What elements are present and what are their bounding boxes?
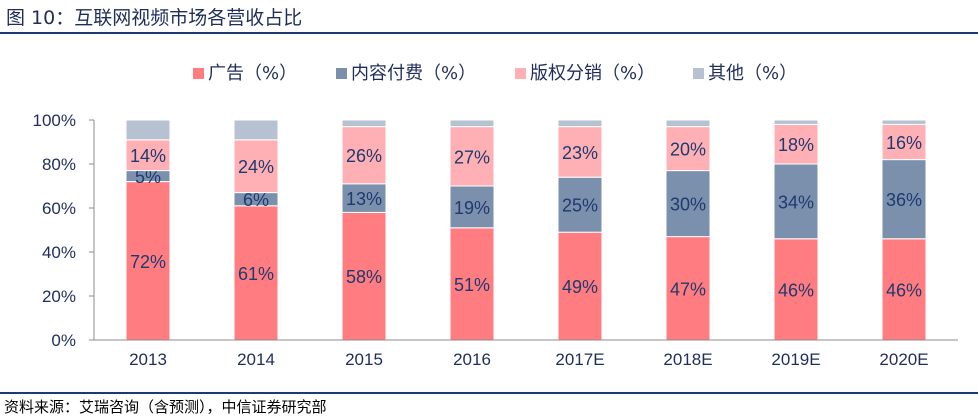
bar-7-series-0	[881, 238, 927, 341]
data-label-0-2: 14%	[130, 146, 166, 166]
bar-6-series-0	[773, 238, 819, 341]
bar-2-series-3	[341, 119, 387, 128]
bar-4-series-0	[557, 231, 603, 341]
x-tick-label-4: 2017E	[555, 350, 604, 369]
legend-label-1: 内容付费（%）	[351, 63, 476, 84]
bar-area: 72% 5%14% 61% 6% 24% 58% 13% 26% 51% 19% 27% 49% 25%…	[125, 119, 927, 341]
data-label-4-0: 49%	[562, 277, 598, 297]
figure-title: 图 10：互联网视频市场各营收占比	[6, 7, 303, 29]
x-tick-label-1: 2014	[237, 350, 275, 369]
data-label-1-0: 61%	[238, 264, 274, 284]
legend-label-3: 其他（%）	[708, 63, 797, 84]
legend-label-2: 版权分销（%）	[530, 63, 655, 84]
y-tick-label-4: 80%	[42, 155, 76, 174]
bar-4-series-2	[557, 126, 603, 178]
bar-5-series-3	[665, 119, 711, 128]
data-label-0-0: 72%	[130, 252, 166, 272]
data-label-1-2: 24%	[238, 157, 274, 177]
y-tick-label-2: 40%	[42, 243, 76, 262]
source-rule	[0, 392, 978, 394]
data-label-6-0: 46%	[778, 280, 814, 300]
y-tick-label-0: 0%	[51, 331, 76, 350]
data-label-5-1: 30%	[670, 195, 706, 215]
x-tick-label-7: 2020E	[879, 350, 928, 369]
x-tick-label-3: 2016	[453, 350, 491, 369]
source-note: 资料来源：艾瑞咨询（含预测），中信证券研究部	[4, 398, 327, 416]
y-tick-label-5: 100%	[33, 111, 76, 130]
bar-4-series-3	[557, 119, 603, 128]
chart-legend: 广告（%） 内容付费（%） 版权分销（%） 其他（%）	[193, 63, 797, 84]
bar-6-series-3	[773, 119, 819, 125]
bar-5-series-2	[665, 126, 711, 172]
y-axis: 0% 20% 40% 60% 80% 100%	[33, 111, 95, 350]
x-tick-label-5: 2018E	[663, 350, 712, 369]
stacked-bar-chart: 广告（%） 内容付费（%） 版权分销（%） 其他（%） 0% 20% 40% 60% 80% 1…	[33, 63, 958, 369]
data-label-7-2: 16%	[886, 133, 922, 153]
legend-swatch-3	[693, 68, 704, 79]
y-tick-label-3: 60%	[42, 199, 76, 218]
x-axis: 2013 2014 2015 2016 2017E 2018E 2019E 2020E	[94, 339, 958, 369]
bar-7-series-1	[881, 159, 927, 240]
data-label-3-2: 27%	[454, 147, 490, 167]
x-tick-label-0: 2013	[129, 350, 167, 369]
data-label-2-0: 58%	[346, 267, 382, 287]
data-label-4-2: 23%	[562, 143, 598, 163]
data-label-7-0: 46%	[886, 280, 922, 300]
bar-3-series-1	[449, 185, 495, 229]
data-label-3-1: 19%	[454, 198, 490, 218]
data-label-1-1: 6%	[243, 190, 269, 210]
data-label-7-1: 36%	[886, 190, 922, 210]
data-label-6-2: 18%	[778, 135, 814, 155]
bar-1-series-3	[233, 119, 279, 141]
y-tick-label-1: 20%	[42, 287, 76, 306]
bar-6-series-2	[773, 123, 819, 165]
data-label-2-2: 26%	[346, 146, 382, 166]
legend-swatch-1	[336, 68, 347, 79]
bar-2-series-0	[341, 211, 387, 341]
data-label-5-0: 47%	[670, 279, 706, 299]
legend-swatch-0	[193, 68, 204, 79]
data-label-4-1: 25%	[562, 196, 598, 216]
bar-7-series-3	[881, 119, 927, 125]
bar-6-series-1	[773, 163, 819, 240]
bar-3-series-0	[449, 227, 495, 341]
data-label-3-0: 51%	[454, 275, 490, 295]
x-tick-label-2: 2015	[345, 350, 383, 369]
x-tick-label-6: 2019E	[771, 350, 820, 369]
data-label-0-1: 5%	[135, 167, 161, 187]
bar-0-series-2	[125, 139, 171, 172]
bar-3-series-3	[449, 119, 495, 128]
title-rule	[0, 32, 978, 34]
bar-5-series-1	[665, 170, 711, 238]
bar-5-series-0	[665, 236, 711, 341]
data-label-2-1: 13%	[346, 189, 382, 209]
legend-swatch-2	[515, 68, 526, 79]
bar-0-series-3	[125, 119, 171, 141]
bar-2-series-2	[341, 126, 387, 185]
legend-label-0: 广告（%）	[208, 63, 297, 84]
data-label-5-2: 20%	[670, 140, 706, 160]
data-label-6-1: 34%	[778, 192, 814, 212]
